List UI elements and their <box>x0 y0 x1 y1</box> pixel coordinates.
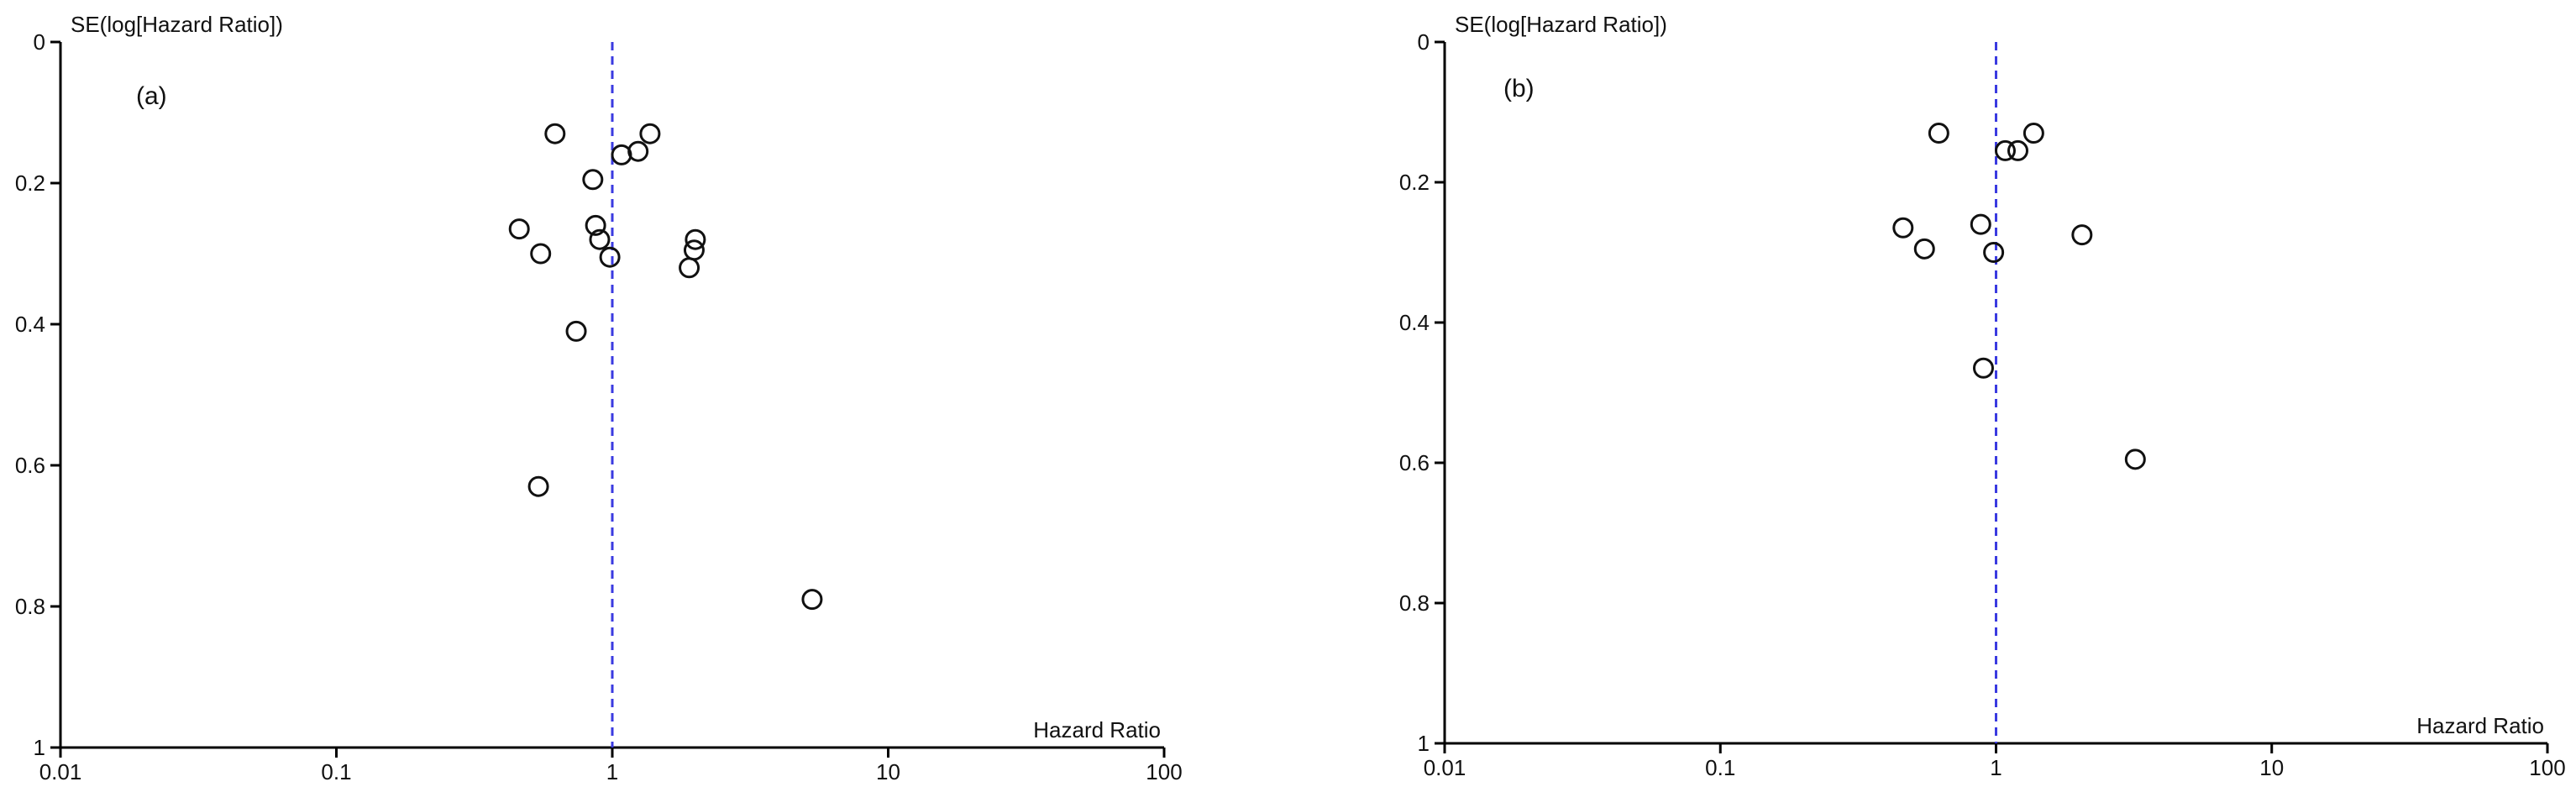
panel-a-study-point <box>599 246 621 268</box>
panel-a-x-tick-label: 0.01 <box>39 759 82 784</box>
panel-b-x-tick-label: 0.01 <box>1424 755 1466 780</box>
panel-a-study-point <box>639 123 661 144</box>
panel-a-y-tick-label: 0.2 <box>15 171 45 196</box>
panel-a-study-point <box>544 123 566 144</box>
panel-a-y-tick-label: 0 <box>34 29 45 55</box>
panel-b-y-axis-title: SE(log[Hazard Ratio]) <box>1455 12 1667 37</box>
panel-b-study-point <box>1892 217 1914 239</box>
panel-a-x-tick-label: 0.1 <box>321 759 351 784</box>
panel-a-study-point <box>611 144 632 165</box>
panel-b-study-point <box>1928 123 1949 144</box>
panel-a-y-tick-label: 0.6 <box>15 453 45 478</box>
panel-b-label: (b) <box>1503 75 1535 102</box>
panel-a-x-tick-label: 10 <box>876 759 900 784</box>
panel-a-study-point <box>683 239 705 261</box>
panel-a-study-point <box>530 243 552 265</box>
panel-b-study-point <box>1913 238 1935 260</box>
panel-a-study-point <box>508 218 530 240</box>
panel-a-study-point <box>527 475 549 497</box>
panel-b-y-tick-label: 0.4 <box>1399 310 1430 335</box>
panel-b-study-point <box>1972 357 1994 379</box>
panel-b-study-point <box>2071 224 2093 246</box>
panel-b-x-tick-label: 1 <box>1990 755 2002 780</box>
panel-b-y-tick-label: 0.2 <box>1399 170 1430 195</box>
panel-a-x-tick-label: 100 <box>1146 759 1182 784</box>
panel-a-study-point <box>679 257 700 279</box>
panel-b-study-point <box>2124 449 2146 470</box>
panel-a-y-tick-label: 0.4 <box>15 312 45 337</box>
panel-a-study-point <box>627 140 649 162</box>
panel-b-x-tick-label: 100 <box>2529 755 2565 780</box>
panel-b-study-point <box>1983 242 2005 263</box>
panel-b-x-tick-label: 10 <box>2259 755 2284 780</box>
panel-a-y-axis-title: SE(log[Hazard Ratio]) <box>71 12 283 37</box>
panel-b-y-tick-label: 0.8 <box>1399 590 1430 616</box>
panel-a-study-point <box>565 320 587 342</box>
panel-b-study-point <box>2023 123 2044 144</box>
panel-b: 00.20.40.60.810.01 0.1 1 10 100SE(log[Hazard… <box>1399 12 2566 780</box>
panel-b-x-axis-title: Hazard Ratio <box>2416 713 2544 738</box>
panel-a-study-point <box>582 169 604 191</box>
panel-a-study-point <box>585 214 606 236</box>
panel-a-study-point <box>801 589 823 611</box>
panel-a-study-point <box>685 228 706 250</box>
panel-b-y-tick-label: 0 <box>1418 29 1430 55</box>
panel-a: 00.20.40.60.810.01 0.1 1 10 100SE(log[Hazard… <box>15 12 1183 784</box>
panel-b-study-point <box>2007 139 2028 161</box>
panel-a-study-point <box>589 228 611 250</box>
panel-a-x-tick-label: 1 <box>606 759 618 784</box>
panel-a-x-axis-title: Hazard Ratio <box>1033 717 1161 742</box>
panel-b-x-tick-label: 0.1 <box>1705 755 1735 780</box>
panel-a-label: (a) <box>136 82 167 110</box>
panel-a-y-tick-label: 0.8 <box>15 594 45 619</box>
panel-b-study-point <box>1970 213 1991 235</box>
panel-b-y-tick-label: 0.6 <box>1399 450 1430 475</box>
panel-b-y-tick-label: 1 <box>1418 731 1430 756</box>
panel-b-study-point <box>1994 139 2016 161</box>
panel-a-y-tick-label: 1 <box>34 735 45 760</box>
